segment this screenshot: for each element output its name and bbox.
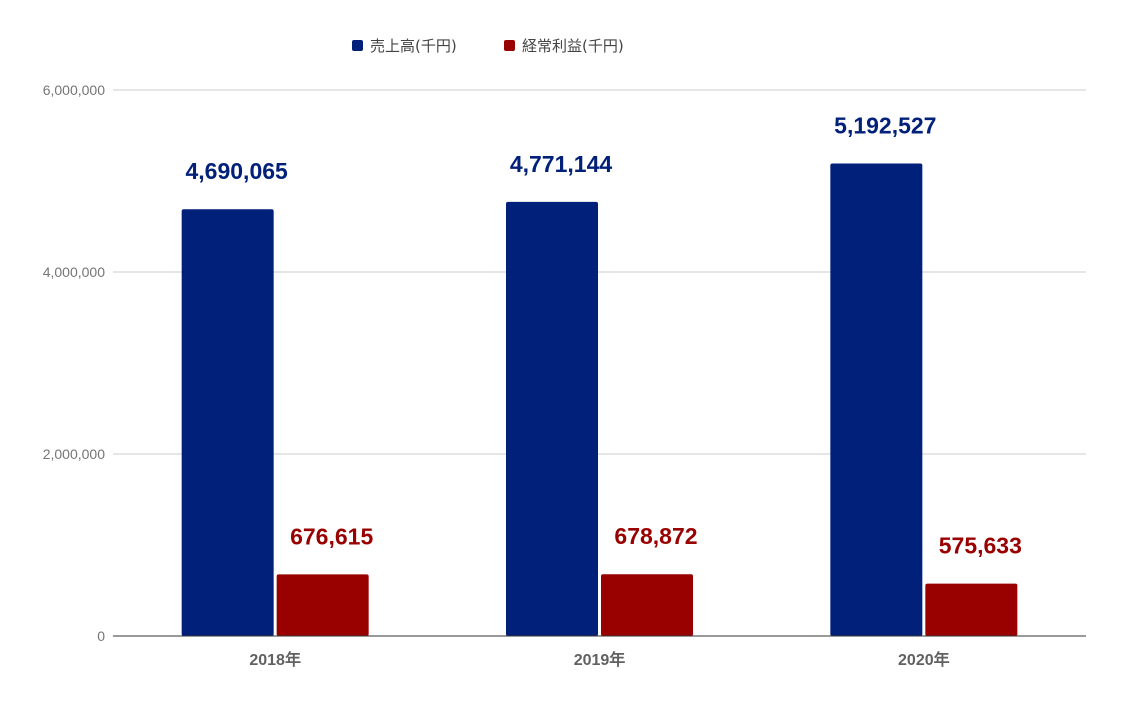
legend: 売上高(千円) 経常利益(千円) xyxy=(352,37,624,55)
gridlines xyxy=(113,89,1086,455)
y-tick-label: 0 xyxy=(97,628,105,644)
bar-sales xyxy=(506,201,598,636)
legend-label: 経常利益(千円) xyxy=(522,37,624,55)
data-label-sales: 5,192,527 xyxy=(834,112,936,138)
bar-ordinary-profit xyxy=(276,574,369,636)
y-tick-label: 6,000,000 xyxy=(43,82,105,98)
x-tick-label: 2019年 xyxy=(574,650,626,669)
bars xyxy=(181,163,1018,636)
data-label-sales: 4,771,144 xyxy=(510,151,613,177)
data-label-ordinary-profit: 676,615 xyxy=(290,523,373,549)
data-label-sales: 4,690,065 xyxy=(186,158,289,184)
bar-sales xyxy=(830,163,923,636)
bar-ordinary-profit xyxy=(925,583,1018,636)
legend-swatch xyxy=(352,40,363,51)
data-label-ordinary-profit: 678,872 xyxy=(614,523,697,549)
x-axis-ticks: 2018年 2019年 2020年 xyxy=(249,650,949,669)
x-tick-label: 2018年 xyxy=(249,650,301,669)
data-label-ordinary-profit: 575,633 xyxy=(939,533,1022,559)
y-axis-ticks: 0 2,000,000 4,000,000 6,000,000 xyxy=(43,82,106,644)
bar-sales xyxy=(181,209,274,636)
bar-ordinary-profit xyxy=(601,574,693,636)
x-tick-label: 2020年 xyxy=(898,650,950,669)
legend-label: 売上高(千円) xyxy=(370,37,457,55)
y-tick-label: 4,000,000 xyxy=(43,264,105,280)
data-labels: 4,690,065 676,615 4,771,144 678,872 5,192,52… xyxy=(186,112,1022,558)
legend-swatch xyxy=(504,40,515,51)
y-tick-label: 2,000,000 xyxy=(43,446,105,462)
